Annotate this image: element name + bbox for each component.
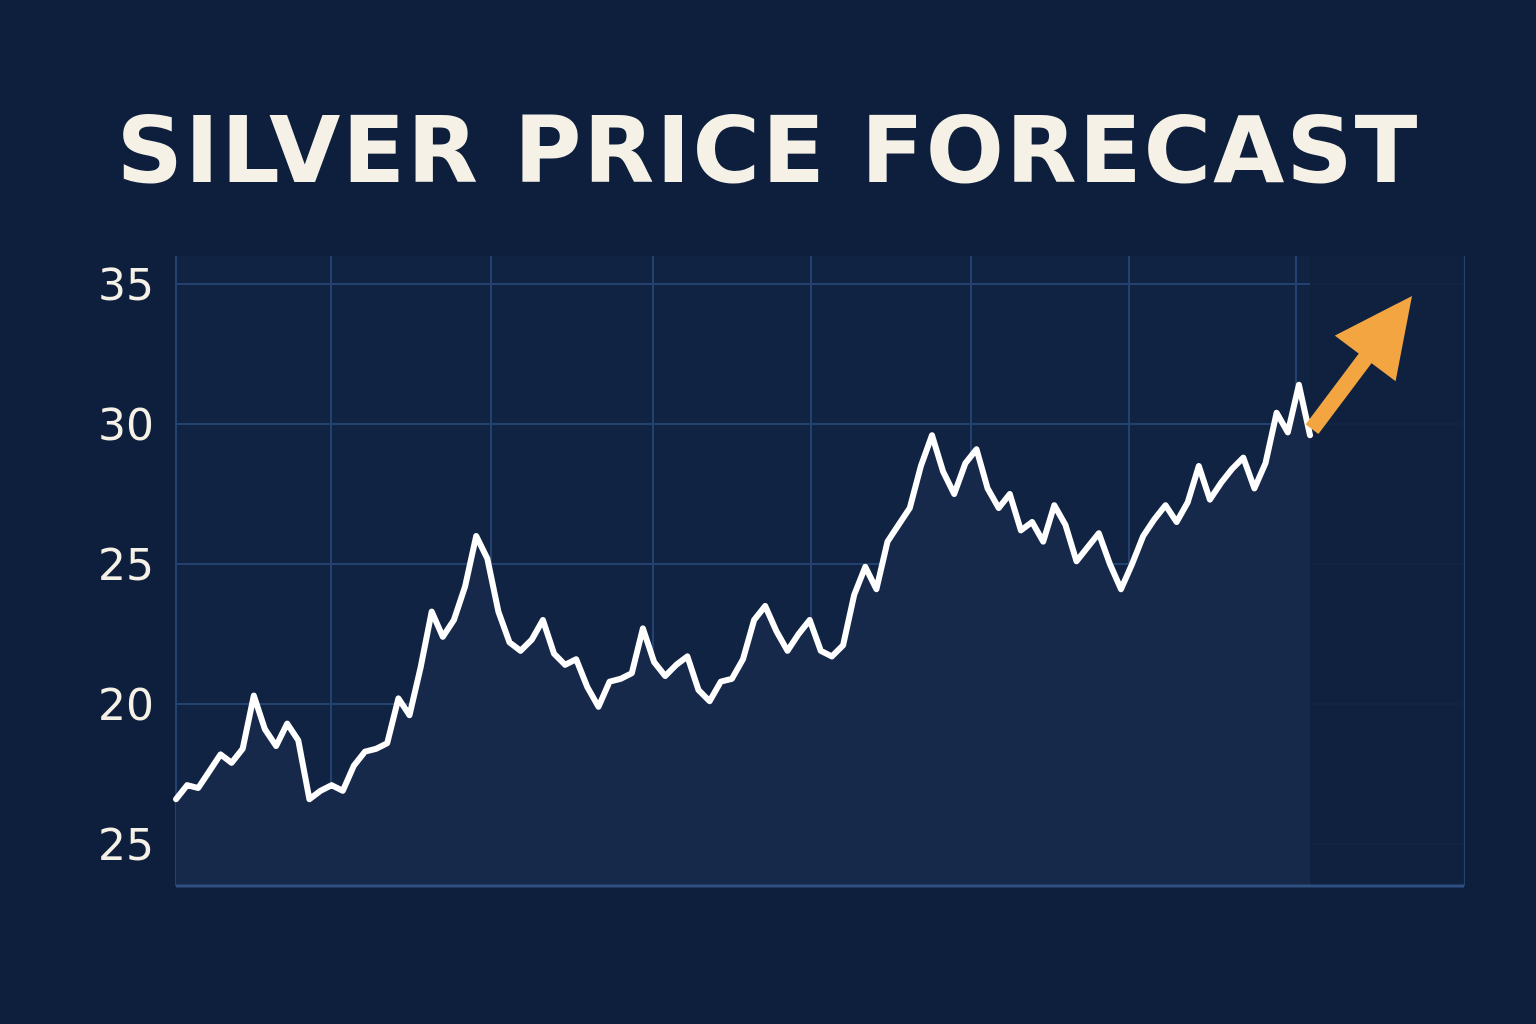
trend-arrow-icon	[1305, 296, 1412, 435]
chart-title: SILVER PRICE FORECAST	[116, 97, 1420, 204]
y-tick-label: 25	[98, 540, 154, 591]
series-area	[176, 384, 1310, 886]
trend-arrow-head	[1334, 296, 1412, 382]
trend-arrow-shaft	[1305, 348, 1376, 435]
y-tick-label: 30	[98, 400, 154, 451]
y-tick-label: 20	[98, 680, 154, 731]
y-tick-label: 35	[98, 260, 154, 311]
y-tick-label: 25	[98, 820, 154, 871]
series-line	[173, 381, 1313, 803]
y-axis-ticks: 35 30 25 20 25	[98, 260, 154, 871]
